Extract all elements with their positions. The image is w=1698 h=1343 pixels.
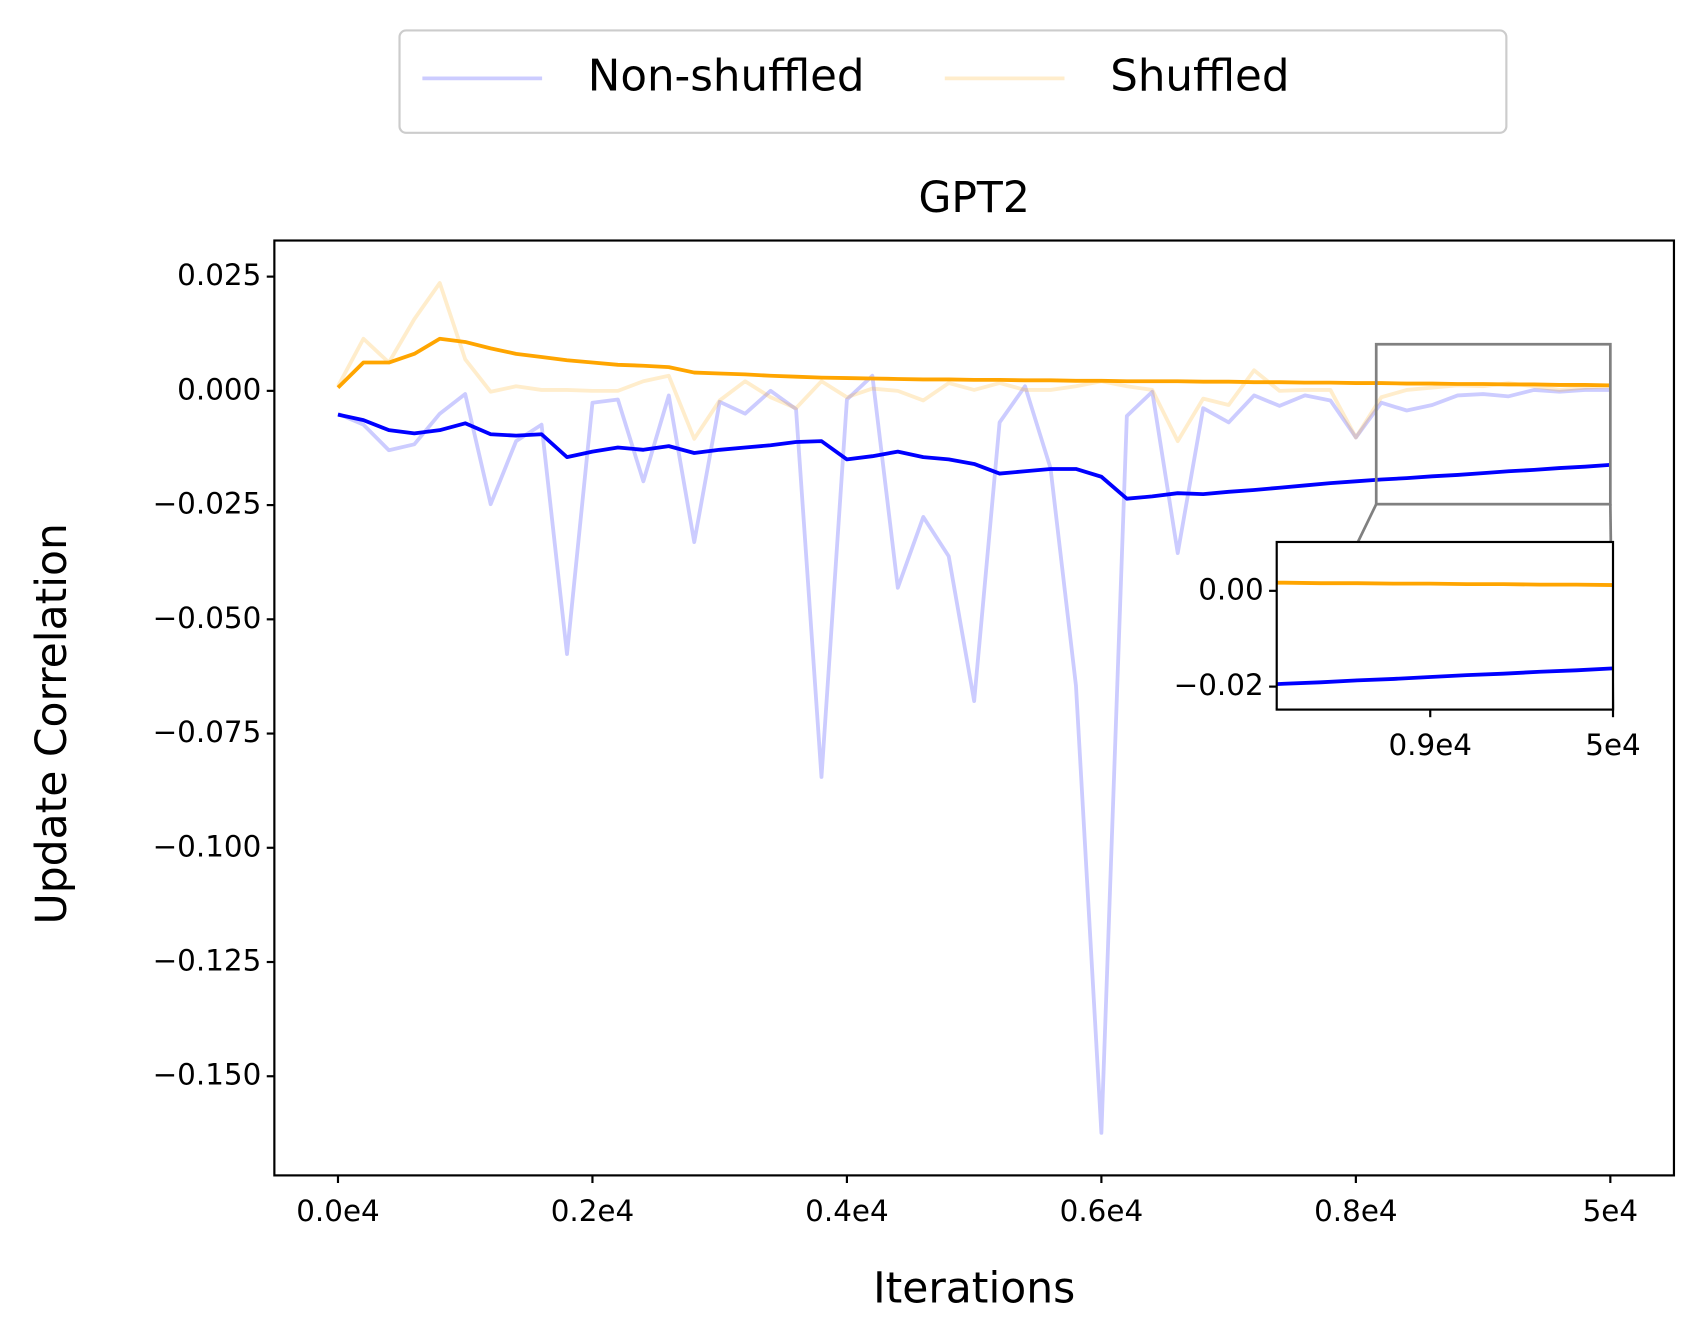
axes: 0.025 0.000 −0.025 −0.050 −0.075 −0.100 −0.125… <box>153 258 1638 1228</box>
y-tick-label: 0.00 <box>1198 572 1263 606</box>
x-tick-label: 0.6e4 <box>1060 1194 1143 1228</box>
y-tick-label: 0.000 <box>177 372 261 406</box>
series-line <box>336 336 1611 390</box>
zoom-region <box>1374 342 1612 506</box>
x-tick-label: 5e4 <box>1583 1194 1638 1228</box>
y-tick-label: −0.02 <box>1174 668 1264 702</box>
legend-label: Shuffled <box>1110 51 1289 101</box>
x-axis-label: Iterations <box>873 1264 1075 1313</box>
x-tick-label: 0.2e4 <box>551 1194 634 1228</box>
inset-background <box>1276 541 1614 710</box>
y-tick-label: −0.150 <box>153 1058 262 1092</box>
inset-axes: 0.00 −0.02 0.9e4 5e4 <box>1174 572 1641 762</box>
series-line <box>1276 580 1614 587</box>
series-line <box>337 373 1611 1135</box>
y-tick-label: −0.050 <box>153 601 262 635</box>
inset-frame <box>1275 540 1615 711</box>
chart-title: GPT2 <box>918 174 1029 223</box>
y-tick-label: −0.025 <box>153 487 262 521</box>
x-tick-label: 0.8e4 <box>1314 1194 1397 1228</box>
y-axis-label: Update Correlation <box>28 523 77 924</box>
series-line <box>337 412 1611 501</box>
legend-label: Non-shuffled <box>588 51 865 101</box>
plot-area <box>336 281 1611 1135</box>
legend: Non-shuffled Shuffled <box>422 51 1289 101</box>
y-tick-label: −0.100 <box>153 829 262 863</box>
x-tick-label: 5e4 <box>1585 728 1640 762</box>
x-tick-label: 0.4e4 <box>805 1194 888 1228</box>
x-tick-label: 0.0e4 <box>296 1194 379 1228</box>
plot-frame <box>273 239 1676 1177</box>
series-line <box>336 281 1611 444</box>
y-tick-label: 0.025 <box>177 258 261 292</box>
y-tick-label: −0.075 <box>153 715 262 749</box>
legend-box <box>398 29 1508 134</box>
series-line <box>1276 666 1614 687</box>
x-tick-label: 0.9e4 <box>1388 728 1471 762</box>
inset-plot-area <box>1276 580 1614 687</box>
y-tick-label: −0.125 <box>153 944 262 978</box>
